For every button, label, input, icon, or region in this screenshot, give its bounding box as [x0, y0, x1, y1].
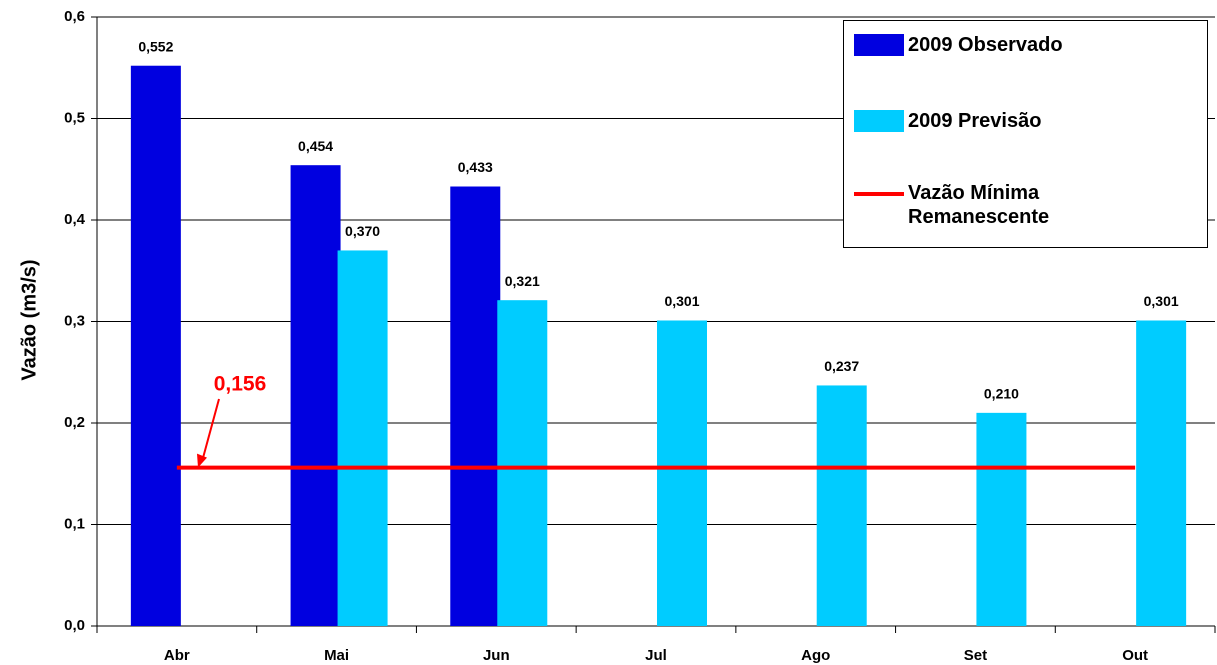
legend-label: Vazão Mínima Remanescente — [908, 182, 1050, 228]
bar — [657, 320, 707, 626]
data-label: 0,370 — [345, 223, 380, 239]
bar — [816, 385, 867, 626]
bar — [450, 186, 501, 626]
legend-label: 2009 Previsão — [908, 110, 1042, 132]
bar — [976, 412, 1027, 626]
legend-label: 2009 Observado — [908, 34, 1063, 56]
x-tick-label: Jul — [645, 647, 667, 664]
x-tick-label: Set — [964, 647, 987, 664]
data-label: 0,210 — [984, 386, 1019, 402]
data-label: 0,321 — [505, 273, 540, 289]
x-tick-label: Jun — [483, 647, 510, 664]
legend-item: Vazão Mínima Remanescente — [854, 181, 1108, 229]
y-tick-label: 0,2 — [64, 414, 85, 431]
annotation-arrow — [201, 398, 220, 462]
bar — [290, 165, 341, 626]
x-tick-label: Out — [1122, 647, 1148, 664]
bar — [337, 250, 388, 626]
y-tick-label: 0,6 — [64, 8, 85, 25]
legend: 2009 Observado 2009 Previsão Vazão Mínima … — [843, 20, 1208, 248]
y-tick-label: 0,0 — [64, 617, 85, 634]
data-label: 0,454 — [298, 138, 333, 154]
legend-swatch — [854, 34, 904, 56]
legend-swatch — [854, 192, 904, 196]
y-tick-label: 0,5 — [64, 109, 85, 126]
annotation: 0,156 — [214, 373, 267, 396]
legend-item: 2009 Previsão — [854, 109, 1108, 133]
data-label: 0,433 — [458, 159, 493, 175]
y-axis-title: Vazão (m3/s) — [18, 259, 40, 380]
bar — [1136, 320, 1187, 626]
bar — [497, 300, 548, 626]
data-label: 0,237 — [824, 358, 859, 374]
x-tick-label: Ago — [801, 647, 830, 664]
legend-item: 2009 Observado — [854, 33, 1108, 57]
x-tick-label: Abr — [164, 647, 190, 664]
data-label: 0,301 — [664, 293, 699, 309]
y-tick-label: 0,3 — [64, 312, 85, 329]
annotation-arrowhead — [197, 453, 207, 468]
y-tick-label: 0,1 — [64, 515, 85, 532]
y-tick-label: 0,4 — [64, 211, 86, 228]
legend-swatch — [854, 110, 904, 132]
x-tick-label: Mai — [324, 647, 349, 664]
data-label: 0,301 — [1144, 293, 1179, 309]
bar — [130, 65, 181, 627]
data-label: 0,552 — [138, 38, 173, 54]
